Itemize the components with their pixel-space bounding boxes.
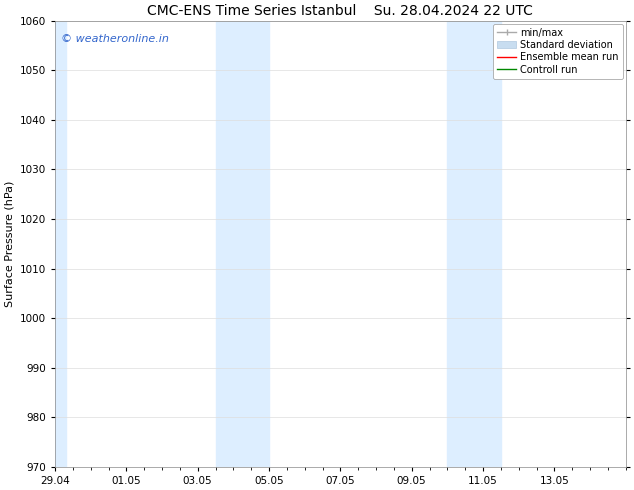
Bar [448,21,501,467]
Bar [216,21,269,467]
Y-axis label: Surface Pressure (hPa): Surface Pressure (hPa) [4,181,14,307]
Bar [55,21,66,467]
Text: © weatheronline.in: © weatheronline.in [61,34,169,44]
Legend: min/max, Standard deviation, Ensemble mean run, Controll run: min/max, Standard deviation, Ensemble me… [493,24,623,79]
Title: CMC-ENS Time Series Istanbul    Su. 28.04.2024 22 UTC: CMC-ENS Time Series Istanbul Su. 28.04.2… [147,4,533,18]
